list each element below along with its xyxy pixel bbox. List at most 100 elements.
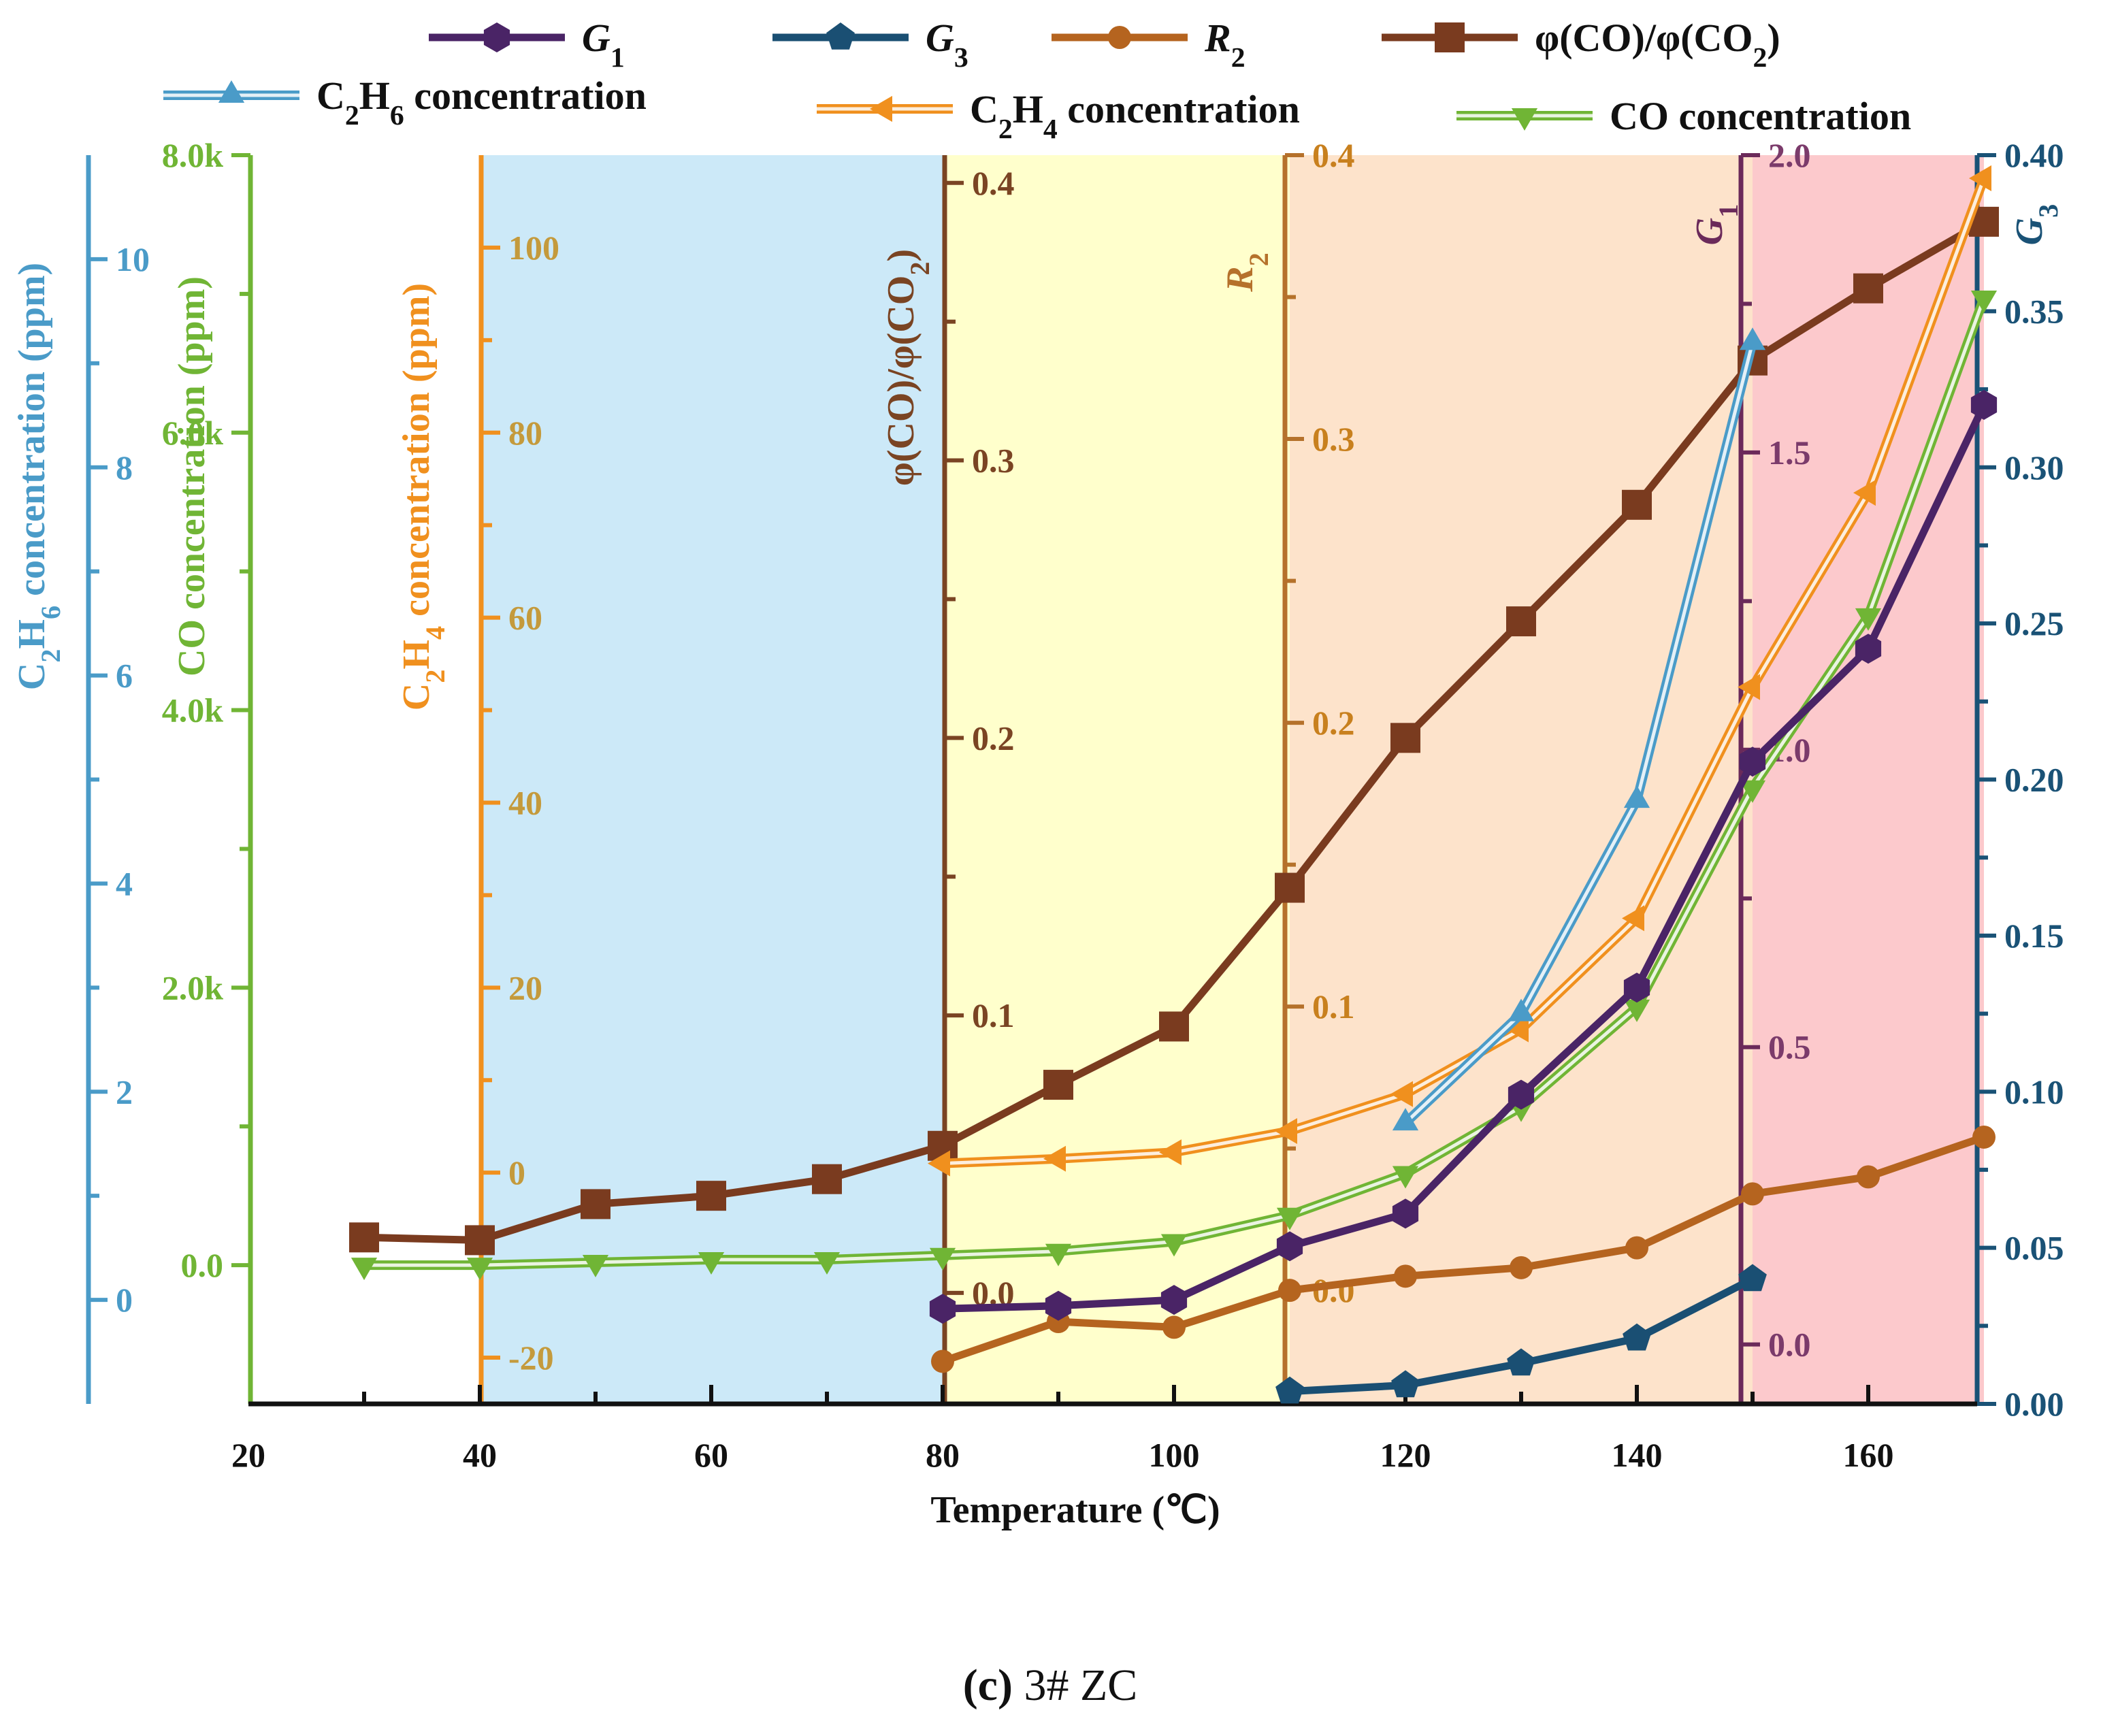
data-point bbox=[826, 22, 855, 50]
data-point bbox=[1108, 26, 1131, 49]
region-1 bbox=[943, 155, 1290, 1404]
tick-label: 0.4 bbox=[972, 164, 1015, 202]
data-point bbox=[1159, 1011, 1189, 1042]
data-point bbox=[1160, 1234, 1188, 1257]
data-point bbox=[1392, 1108, 1419, 1131]
tick-label: 20 bbox=[508, 968, 542, 1006]
data-point bbox=[1391, 1370, 1420, 1398]
temperature-regions bbox=[480, 155, 1984, 1404]
data-point bbox=[1508, 1079, 1535, 1110]
series-lines bbox=[349, 165, 1999, 1404]
legend-item: C2H6 concentration bbox=[163, 73, 647, 131]
data-point bbox=[1390, 723, 1420, 753]
legend-label: R2 bbox=[1204, 16, 1245, 73]
tick-label: 6.0k bbox=[162, 414, 224, 452]
series-R2 bbox=[931, 1125, 1996, 1373]
tick-label: 0.4 bbox=[1312, 136, 1355, 174]
data-point bbox=[1853, 273, 1883, 304]
data-point bbox=[1511, 108, 1538, 131]
data-point bbox=[1276, 1231, 1303, 1262]
data-point bbox=[1739, 747, 1766, 777]
data-point bbox=[813, 1252, 841, 1275]
tick-label: 100 bbox=[508, 229, 559, 267]
data-point bbox=[1738, 1264, 1767, 1292]
data-point bbox=[1855, 634, 1882, 664]
data-point bbox=[1623, 785, 1650, 808]
tick-label: 2 bbox=[116, 1072, 133, 1111]
legend-label: C2H4 concentration bbox=[970, 87, 1300, 145]
legend-item: CO concentration bbox=[1456, 94, 1911, 138]
data-point bbox=[465, 1225, 495, 1256]
series-line-inner bbox=[942, 178, 1986, 1166]
tick-label: 4.0k bbox=[162, 691, 224, 730]
data-point bbox=[582, 1255, 609, 1277]
data-point bbox=[351, 1258, 378, 1281]
data-point bbox=[1623, 999, 1650, 1022]
data-point bbox=[1043, 1145, 1066, 1172]
tick-label: 0.35 bbox=[2004, 292, 2064, 330]
data-point bbox=[928, 1150, 950, 1177]
x-axis: 20 40 60 80 100 120 140 160 Temperature (℃) bbox=[231, 1385, 1977, 1531]
data-point bbox=[1435, 22, 1465, 52]
legend-item: G3 bbox=[772, 16, 968, 73]
x-tick-label: 40 bbox=[463, 1436, 497, 1474]
tick-label: 0.40 bbox=[2004, 136, 2064, 174]
x-tick-label: 100 bbox=[1149, 1436, 1200, 1474]
data-point bbox=[1741, 1182, 1764, 1206]
tick-label: 0 bbox=[508, 1153, 525, 1192]
data-point bbox=[1162, 1315, 1186, 1339]
series-G1 bbox=[929, 390, 1998, 1324]
tick-label: 8 bbox=[116, 448, 133, 487]
data-point bbox=[1969, 165, 1991, 191]
legend: G1 G3 R2 φ(CO)/φ(CO2) C2H6 concentration C2H4… bbox=[163, 16, 1911, 145]
axis-title-c2h6: C2H6 concentration (ppm) bbox=[11, 263, 66, 690]
axis-title-ratio: φ(CO)/φ(CO2) bbox=[880, 249, 935, 486]
tick-label: 0.00 bbox=[2004, 1385, 2064, 1423]
data-point bbox=[870, 95, 892, 122]
caption-text: (c) 3# ZC bbox=[963, 1660, 1138, 1710]
tick-label: 1.5 bbox=[1768, 433, 1811, 472]
data-point bbox=[1045, 1290, 1072, 1321]
tick-label: 60 bbox=[508, 599, 542, 637]
data-point bbox=[1510, 1256, 1533, 1279]
x-tick-label: 160 bbox=[1843, 1436, 1894, 1474]
axis-c2h6: 0 2 4 6 8 10 bbox=[86, 155, 150, 1404]
data-point bbox=[698, 1252, 725, 1275]
tick-label: 0.15 bbox=[2004, 917, 2064, 955]
tick-label: 2.0 bbox=[1768, 136, 1811, 174]
data-point bbox=[1390, 1081, 1413, 1107]
tick-label: 0.1 bbox=[972, 996, 1015, 1034]
tick-label: 2.0k bbox=[162, 968, 224, 1006]
axis-title-c2h4: C2H4 concentration (ppm) bbox=[395, 283, 451, 710]
tick-label: 8.0k bbox=[162, 136, 224, 174]
tick-label: 40 bbox=[508, 783, 542, 821]
data-point bbox=[1045, 1243, 1072, 1266]
data-point bbox=[1394, 1264, 1417, 1288]
data-point bbox=[1275, 1376, 1304, 1404]
data-point bbox=[483, 22, 510, 52]
tick-label: 0.1 bbox=[1312, 987, 1355, 1026]
legend-label: G3 bbox=[926, 16, 968, 73]
legend-label: G1 bbox=[582, 16, 625, 73]
axis-title-r2: R2 bbox=[1219, 252, 1274, 293]
tick-label: 0.0 bbox=[181, 1246, 224, 1284]
x-tick-label: 120 bbox=[1380, 1436, 1431, 1474]
tick-label: 0.2 bbox=[972, 719, 1015, 757]
series-line bbox=[942, 403, 1987, 1313]
data-point bbox=[466, 1258, 493, 1281]
data-point bbox=[931, 1349, 954, 1373]
legend-item: C2H4 concentration bbox=[817, 87, 1300, 145]
data-point bbox=[1972, 1125, 1996, 1149]
data-point bbox=[1275, 1118, 1297, 1145]
data-point bbox=[929, 1247, 956, 1271]
axis-co: 0.0 2.0k 4.0k 6.0k 8.0k bbox=[162, 136, 253, 1404]
data-point bbox=[1855, 608, 1882, 631]
tick-label: -20 bbox=[508, 1339, 554, 1377]
x-axis-title: Temperature (℃) bbox=[930, 1489, 1220, 1531]
tick-label: 0.5 bbox=[1768, 1028, 1811, 1066]
tick-label: 0 bbox=[116, 1281, 133, 1319]
tick-label: 6 bbox=[116, 657, 133, 695]
data-point bbox=[1622, 905, 1644, 932]
x-tick-label: 80 bbox=[926, 1436, 960, 1474]
